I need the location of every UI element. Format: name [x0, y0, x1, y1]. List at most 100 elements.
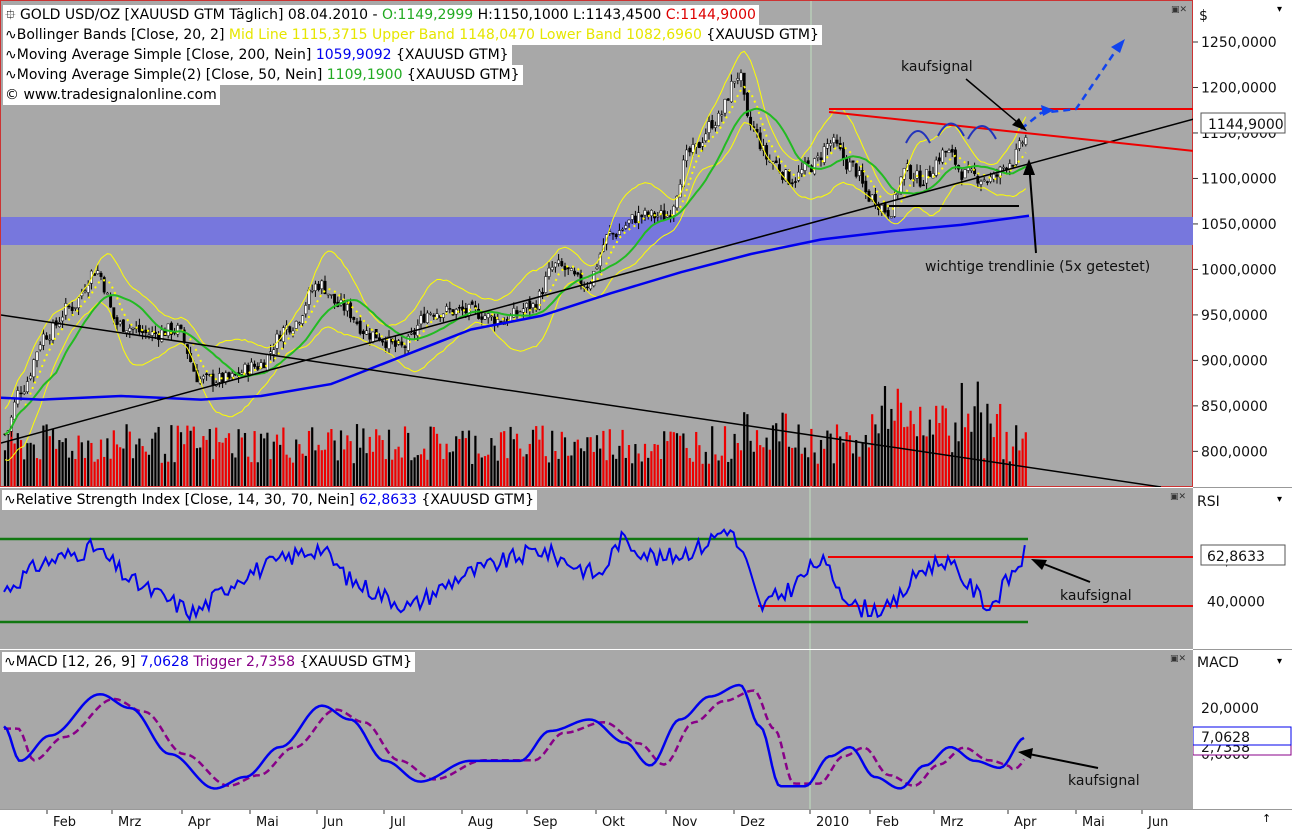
- volume-bar: [474, 435, 477, 486]
- close-icon[interactable]: ✕: [1179, 5, 1188, 15]
- maximize-icon[interactable]: ▣: [1171, 5, 1180, 15]
- volume-bar: [352, 463, 355, 486]
- rsi-panel[interactable]: kaufsignal ∿Relative Strength Index [Clo…: [0, 487, 1193, 650]
- volume-bar: [83, 457, 87, 486]
- rsi-axis[interactable]: RSI 40,000060,0000 62,8633 ▾: [1193, 487, 1292, 650]
- macd-axis[interactable]: MACD 0,000020,0000 2,7358 7,0628 ▾: [1193, 649, 1292, 810]
- candle-body: [944, 150, 948, 153]
- volume-bar: [704, 451, 707, 486]
- close-icon[interactable]: ✕: [1178, 492, 1187, 502]
- volume-bar: [202, 436, 205, 486]
- rsi-axis-scroll-down-icon[interactable]: ▾: [1277, 494, 1283, 505]
- candle-body: [995, 174, 999, 177]
- candlesticks: [3, 69, 1028, 441]
- close-icon[interactable]: ✕: [1178, 654, 1187, 664]
- volume-bar: [695, 431, 698, 486]
- sma200-suffix: {XAUUSD GTM}: [391, 47, 509, 63]
- volume-bar: [781, 412, 784, 486]
- bollinger-name: Bollinger Bands [Close, 20, 2]: [16, 27, 229, 43]
- price-panel[interactable]: kaufsignal wichtige trendlinie (5x getes…: [0, 0, 1194, 488]
- candle-body: [457, 307, 461, 309]
- legend-sma50-row[interactable]: ∿Moving Average Simple(2) [Close, 50, Ne…: [3, 65, 822, 85]
- candle-body: [902, 168, 906, 180]
- candle-body: [384, 341, 388, 348]
- candle-body: [352, 316, 356, 320]
- candle-body: [726, 98, 730, 101]
- volume-bar: [371, 451, 375, 486]
- rsi-legend[interactable]: ∿Relative Strength Index [Close, 14, 30,…: [2, 490, 537, 510]
- volume-bar: [93, 461, 96, 486]
- macd-axis-scroll-down-icon[interactable]: ▾: [1277, 656, 1283, 667]
- volume-bar: [967, 413, 970, 486]
- volume-bar: [339, 430, 343, 486]
- candle-body: [729, 81, 733, 103]
- symbol-name: GOLD USD/OZ [XAUUSD GTM Täglich] 08.04.2…: [19, 7, 382, 23]
- macd-legend[interactable]: ∿MACD [12, 26, 9] 7,0628 Trigger 2,7358 …: [2, 652, 416, 672]
- candle-body: [121, 319, 125, 332]
- macd-panel[interactable]: kaufsignal ∿MACD [12, 26, 9] 7,0628 Trig…: [0, 649, 1193, 810]
- volume-bar: [314, 450, 317, 486]
- volume-bar: [701, 463, 704, 486]
- candle-body: [269, 351, 273, 354]
- legend-sma200-row[interactable]: ∿Moving Average Simple [Close, 200, Nein…: [3, 45, 822, 65]
- volume-bar: [131, 458, 135, 486]
- candle-body: [720, 114, 724, 117]
- candle-body: [19, 392, 23, 395]
- time-axis[interactable]: Feb Mrz Apr Mai Jun Jul Aug Sep Okt Nov Dez 2010 Feb…: [0, 809, 1292, 831]
- candle-body: [595, 266, 599, 269]
- volume-bar: [643, 443, 647, 486]
- candle-body: [537, 290, 541, 310]
- volume-bar: [448, 452, 451, 486]
- candle-body: [147, 334, 151, 337]
- macd-panel-window-buttons[interactable]: ▣✕: [1170, 654, 1186, 664]
- volume-bar: [74, 459, 77, 486]
- volume-bar: [55, 448, 58, 486]
- volume-bar: [615, 458, 618, 486]
- candle-body: [256, 366, 260, 370]
- volume-bar: [829, 433, 832, 486]
- volume-bar: [944, 408, 947, 486]
- legend-bollinger-row[interactable]: ∿Bollinger Bands [Close, 20, 2] Mid Line…: [3, 25, 822, 45]
- candle-body: [566, 267, 570, 270]
- macd-suffix: {XAUUSD GTM}: [295, 654, 413, 670]
- rsi-panel-window-buttons[interactable]: ▣✕: [1170, 492, 1186, 502]
- candle-body: [320, 280, 324, 289]
- candle-body: [573, 270, 577, 275]
- candle-body: [886, 210, 890, 217]
- volume-bar: [599, 448, 602, 486]
- candle-body: [662, 210, 666, 221]
- kaufsignal-arrow: [965, 78, 1024, 128]
- volume-bar: [909, 410, 912, 486]
- candle-body: [381, 340, 385, 343]
- price-tick-label: 800,0000: [1201, 444, 1268, 460]
- volume-bar: [711, 426, 714, 486]
- price-panel-window-buttons[interactable]: ▣✕: [1171, 5, 1187, 15]
- candle-body: [937, 157, 941, 162]
- volume-bar: [573, 441, 576, 486]
- candle-body: [611, 232, 615, 235]
- candle-body: [230, 373, 234, 378]
- candle-body: [29, 375, 33, 380]
- volume-bar: [45, 424, 48, 486]
- candle-body: [707, 121, 711, 133]
- bollinger-suffix: {XAUUSD GTM}: [701, 27, 819, 43]
- legend-symbol-row[interactable]: ⯐ GOLD USD/OZ [XAUUSD GTM Täglich] 08.04…: [3, 5, 822, 25]
- candle-body: [1024, 137, 1028, 145]
- price-axis[interactable]: $ 800,0000 850,0000 900,0000 950,0000 1000,0…: [1193, 0, 1292, 487]
- maximize-icon[interactable]: ▣: [1170, 492, 1179, 502]
- candle-body: [848, 161, 852, 172]
- time-axis-scroll-icon[interactable]: ↑: [1262, 812, 1272, 825]
- volume-bar: [183, 444, 186, 486]
- price-axis-scroll-down-icon[interactable]: ▾: [1277, 4, 1283, 15]
- candle-body: [115, 317, 119, 325]
- volume-bar: [826, 430, 829, 486]
- volume-bar: [525, 454, 528, 486]
- candle-body: [409, 332, 413, 335]
- volume-bar: [253, 431, 256, 486]
- candle-body: [141, 330, 145, 333]
- candle-body: [227, 372, 231, 379]
- candle-body: [675, 195, 679, 209]
- volume-bar: [378, 435, 381, 486]
- maximize-icon[interactable]: ▣: [1170, 654, 1179, 664]
- volume-bar: [1002, 459, 1005, 486]
